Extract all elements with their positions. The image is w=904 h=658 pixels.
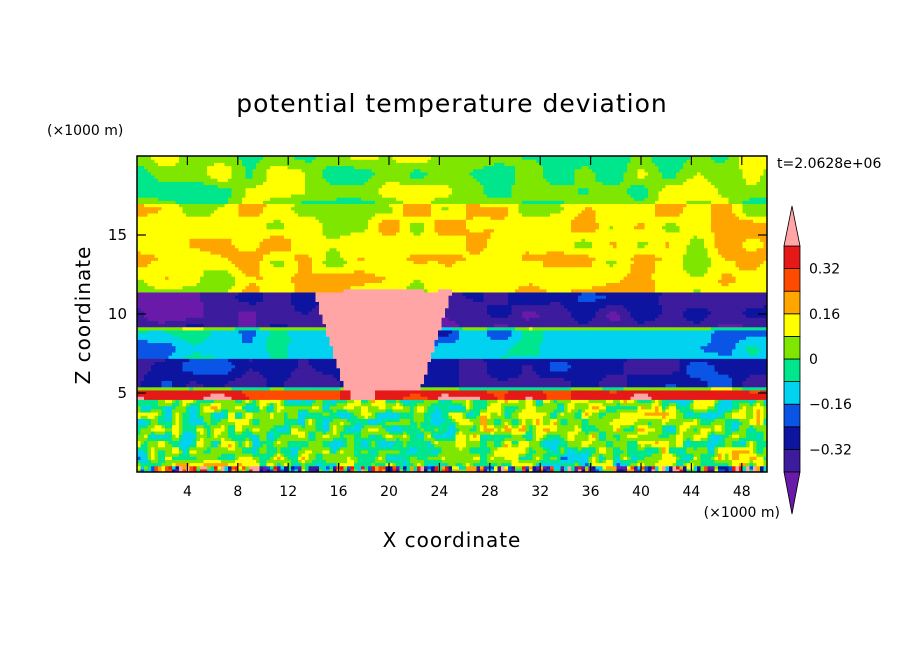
- y-axis-label: Z coordinate: [71, 246, 95, 385]
- y-unit-label: (×1000 m): [47, 123, 123, 139]
- x-unit-label: (×1000 m): [704, 505, 780, 521]
- x-axis-label: X coordinate: [383, 528, 522, 552]
- contour-field: [137, 156, 768, 473]
- chart-title: potential temperature deviation: [236, 89, 667, 118]
- time-label: t=2.0628e+06: [777, 156, 881, 172]
